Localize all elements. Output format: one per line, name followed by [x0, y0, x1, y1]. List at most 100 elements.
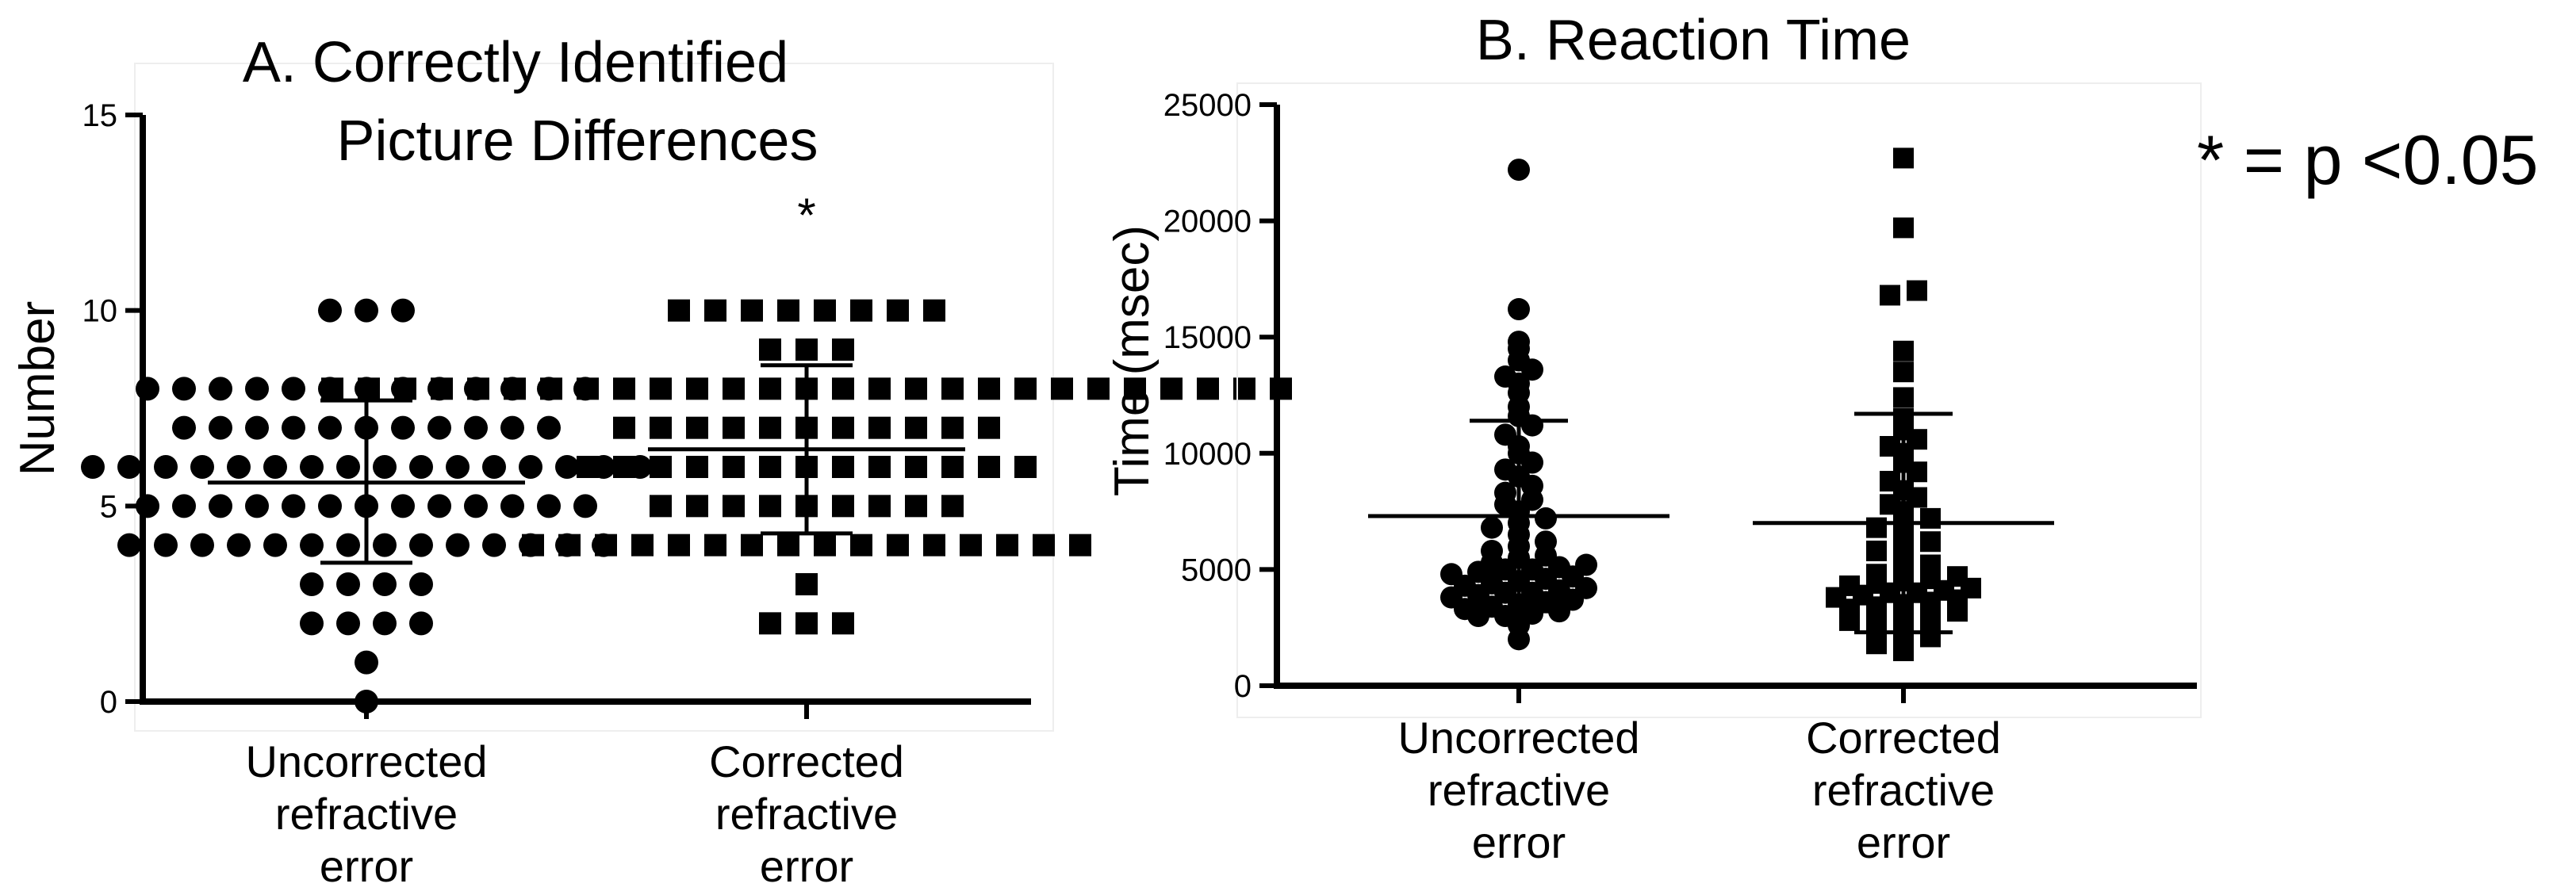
data-point [245, 377, 269, 401]
data-point [227, 533, 251, 557]
data-point [300, 572, 324, 596]
data-point [409, 533, 433, 557]
data-point [723, 495, 745, 518]
data-point [373, 611, 397, 636]
data-point [504, 377, 526, 400]
data-point [832, 495, 854, 518]
data-point [1508, 159, 1530, 182]
data-point [1880, 470, 1900, 491]
data-point [467, 377, 489, 400]
data-point [136, 377, 159, 401]
data-point [704, 299, 726, 322]
data-point [1575, 553, 1597, 576]
data-point [1866, 540, 1887, 561]
data-point [209, 415, 232, 440]
data-point [227, 455, 251, 479]
data-point [519, 455, 542, 479]
data-point [850, 534, 872, 557]
data-point [537, 494, 561, 518]
y-tick-label: 25000 [1163, 88, 1252, 123]
data-point [355, 690, 378, 713]
data-point [832, 416, 854, 439]
data-point [1033, 534, 1055, 557]
data-point [686, 377, 708, 400]
data-point [1494, 458, 1516, 481]
panel-b-plot-area [1236, 82, 2202, 718]
data-point [358, 377, 380, 400]
data-point [500, 494, 524, 518]
data-point [373, 533, 397, 557]
y-tick-label: 0 [100, 685, 117, 720]
data-point [245, 494, 269, 518]
y-tick-label: 5000 [1181, 553, 1252, 587]
data-point [336, 572, 360, 596]
data-point [741, 299, 763, 322]
data-point [941, 377, 964, 400]
panel-b-marks [1368, 147, 2054, 662]
data-point [1087, 377, 1110, 400]
data-point [759, 495, 781, 518]
data-point [668, 299, 690, 322]
data-point [282, 494, 305, 518]
data-point [704, 534, 726, 557]
data-point [373, 572, 397, 596]
data-point [318, 415, 342, 440]
panel-a-y-axis-label: Number [10, 301, 65, 476]
data-point [81, 455, 105, 479]
data-point [1494, 365, 1516, 388]
data-point [1124, 377, 1146, 400]
data-point [446, 455, 470, 479]
data-point [832, 377, 854, 400]
data-point [573, 494, 597, 518]
category-label-line: refractive [715, 789, 898, 839]
data-point [978, 377, 1000, 400]
data-point [355, 298, 378, 323]
data-point [209, 377, 232, 401]
data-point [577, 456, 599, 478]
data-point [905, 456, 927, 478]
data-point [978, 456, 1000, 478]
data-point [336, 455, 360, 479]
data-point [759, 416, 781, 439]
data-point [300, 455, 324, 479]
data-point [1866, 517, 1887, 538]
data-point [759, 338, 781, 361]
data-point [555, 455, 579, 479]
data-point [941, 416, 964, 439]
data-point [759, 612, 781, 635]
y-tick-label: 15 [82, 98, 118, 133]
data-point [117, 533, 141, 557]
data-point [190, 533, 214, 557]
data-point [868, 495, 891, 518]
data-point [978, 416, 1000, 439]
data-point [923, 534, 945, 557]
y-tick-label: 0 [1234, 669, 1252, 704]
data-point [777, 534, 799, 557]
data-point [1947, 566, 1968, 587]
data-point [668, 534, 690, 557]
data-point [1920, 507, 1941, 529]
y-tick-label: 10 [82, 294, 118, 329]
data-point [300, 611, 324, 636]
data-point [1535, 507, 1557, 530]
category-label-line: error [320, 841, 413, 891]
data-point [209, 494, 232, 518]
data-point [154, 533, 178, 557]
data-point [1920, 554, 1941, 576]
data-point [650, 456, 672, 478]
panel-b-axes: 0 5000 10000 15000 20000 25000 [1163, 88, 2197, 704]
data-point [263, 455, 287, 479]
data-point [723, 377, 745, 400]
data-point [923, 299, 945, 322]
panel-a-significance-marker: * [797, 189, 815, 242]
data-point [1051, 377, 1073, 400]
category-label-line: Uncorrected [1397, 713, 1639, 763]
data-point [537, 415, 561, 440]
data-point [464, 494, 488, 518]
data-point [172, 415, 196, 440]
category-label-line: refractive [275, 789, 458, 839]
category-label-line: error [1472, 817, 1566, 867]
data-point [832, 338, 854, 361]
data-point [887, 534, 909, 557]
data-point [741, 534, 763, 557]
